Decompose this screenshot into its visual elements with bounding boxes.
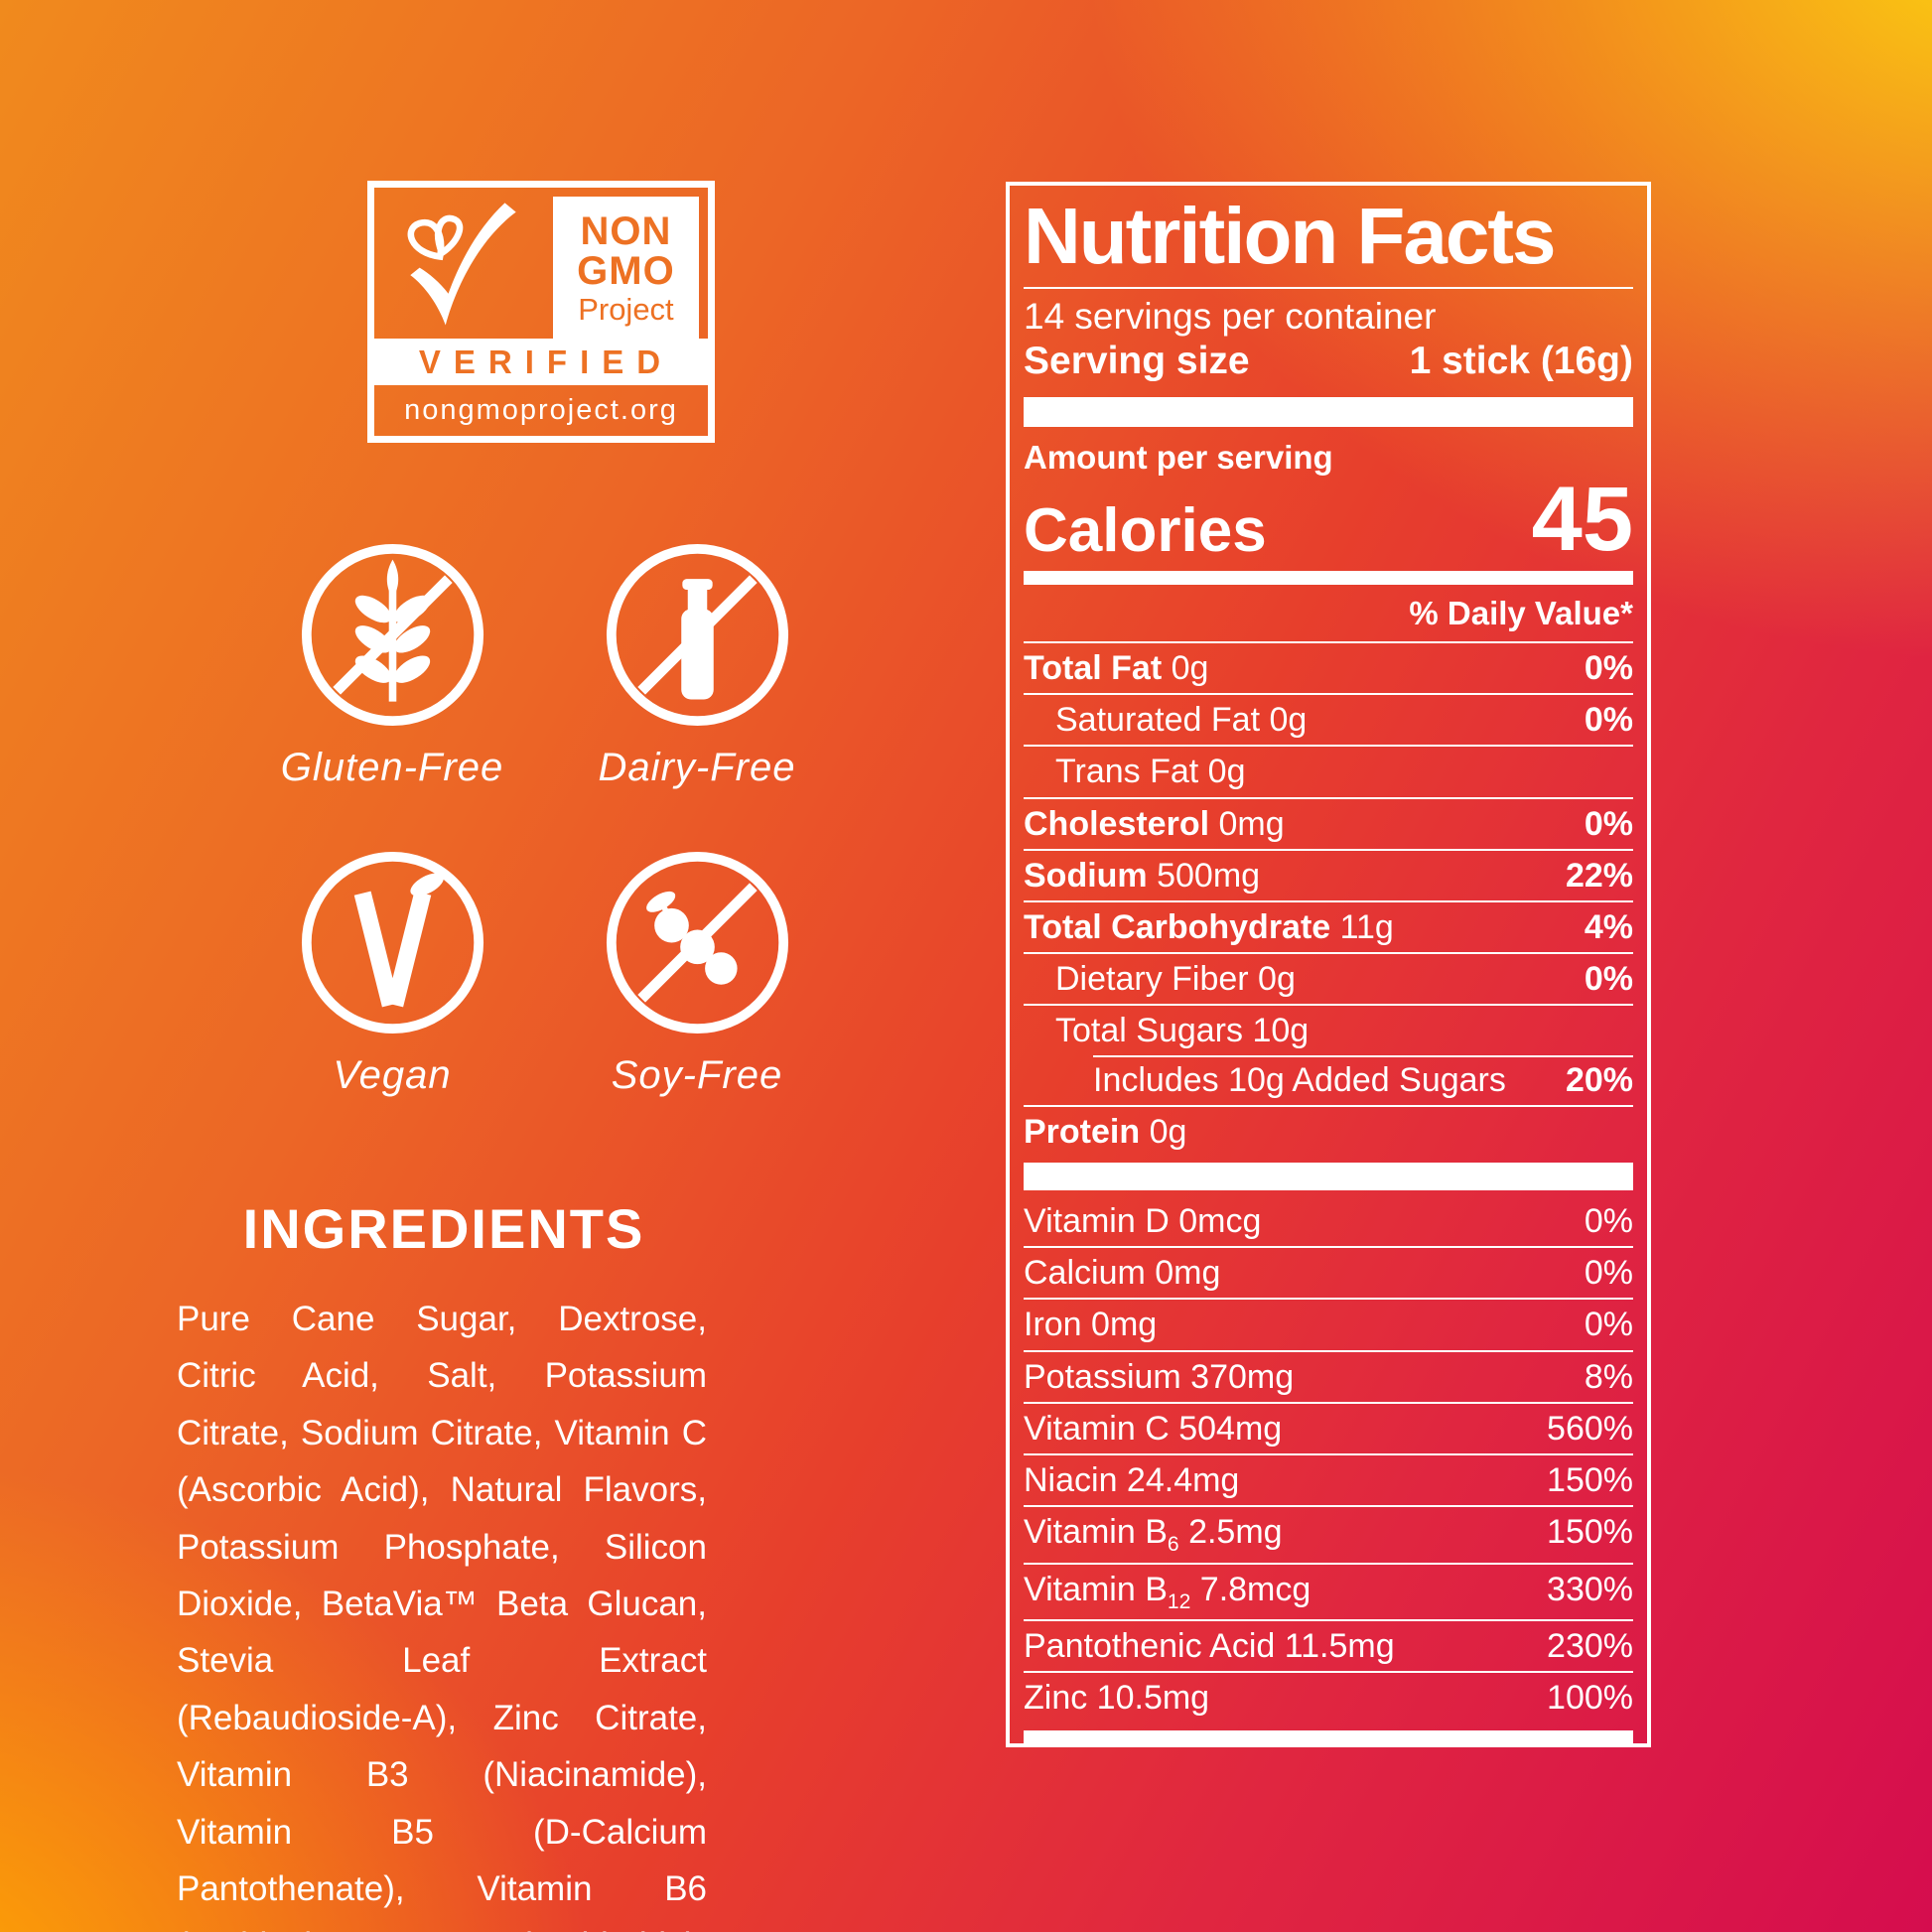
nutrient-row: Pantothenic Acid 11.5mg 230%: [1024, 1621, 1633, 1674]
nutrient-row: Trans Fat 0g: [1024, 747, 1633, 799]
divider-medium: [1024, 571, 1633, 586]
claim-label: Dairy-Free: [598, 746, 796, 789]
nutrient-row: Zinc 10.5mg 100%: [1024, 1679, 1633, 1718]
nutrient-row: Potassium 370mg 8%: [1024, 1352, 1633, 1404]
non-gmo-verified-badge: NON GMO Project VERIFIED nongmoproject.o…: [367, 181, 715, 443]
nutrient-row: Dietary Fiber 0g 0%: [1024, 954, 1633, 1006]
claim-label: Vegan: [333, 1053, 452, 1097]
nutrient-row: Total Sugars 10g: [1055, 1011, 1310, 1049]
badge-line-non: NON: [580, 208, 672, 253]
nutrient-row: Total Fat 0g 0%: [1024, 643, 1633, 696]
badge-nongmo-textbox: NON GMO Project: [552, 197, 699, 339]
vegan-v-leaf-icon: [301, 851, 483, 1035]
nutrient-row: Cholesterol 0mg 0%: [1024, 799, 1633, 851]
divider-thick: [1024, 396, 1633, 427]
nutrient-row: Sodium 500mg 22%: [1024, 851, 1633, 902]
serving-size-value: 1 stick (16g): [1409, 339, 1633, 382]
serving-size-label: Serving size: [1024, 339, 1250, 382]
non-gmo-butterfly-check-icon: [374, 188, 553, 339]
divider-thick: [1024, 1163, 1633, 1191]
nutrient-row: Saturated Fat 0g 0%: [1024, 695, 1633, 748]
nutrient-row: Total Carbohydrate 11g 4%: [1024, 902, 1633, 954]
nutrient-row: Vitamin B12 7.8mcg 330%: [1024, 1565, 1633, 1622]
badge-url: nongmoproject.org: [404, 394, 678, 426]
divider-thick: [1024, 1730, 1633, 1743]
calories-value: 45: [1531, 468, 1633, 570]
badge-top-row: NON GMO Project: [374, 188, 708, 339]
nutrient-row: Iron 0mg 0%: [1024, 1300, 1633, 1352]
calories-row: Calories 45: [1024, 468, 1633, 570]
nutrient-row: Includes 10g Added Sugars 20%: [1024, 1055, 1633, 1108]
claim-vegan: Vegan: [273, 846, 511, 1098]
claim-soy-free: Soy-Free: [578, 846, 816, 1098]
nutrient-row: Vitamin D 0mcg 0%: [1024, 1196, 1633, 1249]
vitamin-rows: Vitamin D 0mcg 0% Calcium 0mg 0% Iron 0mg 0% P…: [1024, 1196, 1633, 1723]
claim-label: Gluten-Free: [280, 746, 504, 789]
ingredients-text: Pure Cane Sugar, Dextrose, Citric Acid, …: [177, 1300, 707, 1932]
claim-label: Soy-Free: [611, 1053, 783, 1097]
milk-bottle-crossed-icon: [606, 543, 788, 727]
nutrient-row: Vitamin B6 2.5mg 150%: [1024, 1507, 1633, 1565]
daily-value-header: % Daily Value*: [1024, 585, 1633, 644]
claim-gluten-free: Gluten-Free: [273, 538, 511, 790]
wheat-crossed-icon: [301, 543, 483, 727]
soybean-crossed-icon: [606, 851, 788, 1035]
badge-line-project: Project: [578, 291, 674, 327]
servings-per-container: 14 servings per container: [1024, 295, 1437, 337]
nutrition-facts-title: Nutrition Facts: [1024, 192, 1556, 280]
nutrient-row: Vitamin C 504mg 560%: [1024, 1404, 1633, 1455]
badge-line-gmo: GMO: [577, 248, 675, 293]
nutrient-rows: Total Fat 0g 0% Saturated Fat 0g 0% Trans Fa…: [1024, 643, 1633, 1157]
nutrition-facts-panel: Nutrition Facts 14 servings per containe…: [1006, 182, 1651, 1747]
amount-per-serving-label: Amount per serving: [1024, 438, 1333, 476]
nutrient-row: Protein 0g: [1024, 1113, 1187, 1152]
nutrient-row: Calcium 0mg 0%: [1024, 1248, 1633, 1301]
badge-verified-strip: VERIFIED: [374, 339, 708, 385]
serving-size-row: Serving size 1 stick (16g): [1024, 339, 1633, 385]
claim-dairy-free: Dairy-Free: [578, 538, 816, 790]
ingredients-heading: INGREDIENTS: [242, 1197, 645, 1260]
nutrient-row: Niacin 24.4mg 150%: [1024, 1455, 1633, 1507]
divider-thin: [1024, 286, 1633, 289]
calories-label: Calories: [1024, 496, 1267, 566]
